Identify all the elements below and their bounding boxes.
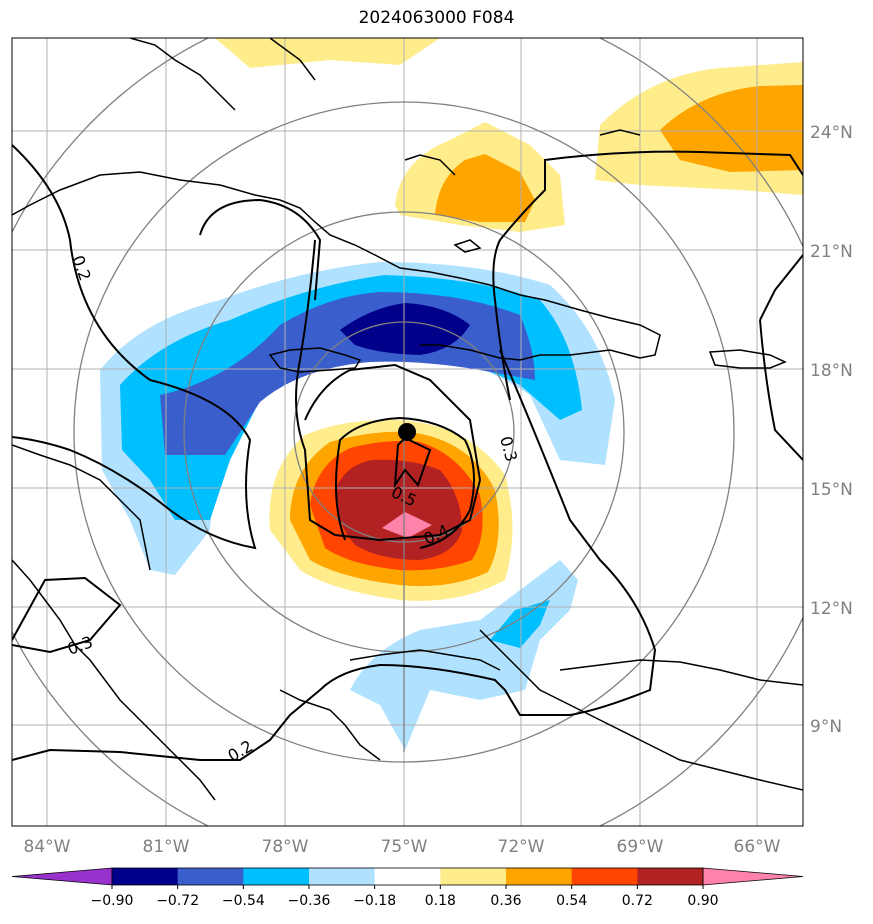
contour-label-east-0-3: 0.3 <box>496 434 521 464</box>
colorbar-tick-label: 0.90 <box>687 893 718 909</box>
lon-label-81w: 81°W <box>143 837 190 857</box>
colorbar-tick-label: 0.36 <box>490 893 521 909</box>
contour-0-3-south <box>12 349 657 761</box>
graticule <box>12 38 803 826</box>
lon-label-84w: 84°W <box>24 837 71 857</box>
contour-0-3-left <box>12 576 122 654</box>
contour-0-3-loop <box>199 198 322 301</box>
positive-anomaly-center-pink <box>382 512 432 538</box>
colorbar-box <box>374 868 441 885</box>
contour-0-5 <box>393 436 432 489</box>
lon-label-78w: 78°W <box>262 837 309 857</box>
colorbar-tick-label: 0.54 <box>556 893 587 909</box>
latitude-labels: 24°N 21°N 18°N 15°N 12°N 9°N <box>810 123 853 737</box>
contour-0-4 <box>335 416 475 549</box>
lat-label-18n: 18°N <box>810 361 853 381</box>
shaded-fields <box>100 38 803 750</box>
positive-anomaly-north <box>215 38 440 68</box>
colorbar-extension-low <box>11 867 113 886</box>
colorbar-tick-label: 0.18 <box>425 893 456 909</box>
contour-label-west: 0.2 <box>68 253 95 283</box>
colorbar-tick-label: −0.36 <box>288 893 331 909</box>
colorbar-box <box>243 868 310 885</box>
coastlines <box>12 38 803 801</box>
positive-anomaly-bahamas-core <box>435 154 535 222</box>
storm-center-marker <box>398 423 416 441</box>
colorbar-tick-label: −0.54 <box>222 893 265 909</box>
contour-label-south-0-2: 0.2 <box>225 736 257 765</box>
contour-lines <box>12 144 803 761</box>
colorbar-box <box>440 868 507 885</box>
contour-0-3-ring <box>295 239 482 542</box>
positive-anomaly-ne-core <box>660 85 803 172</box>
colorbar: −0.90 −0.72 −0.54 −0.36 −0.18 0.18 0.36 0.54 0.7… <box>11 867 804 909</box>
contour-0-3-east <box>492 150 803 401</box>
colorbar-box <box>637 868 704 885</box>
lat-label-9n: 9°N <box>810 717 842 737</box>
lon-label-69w: 69°W <box>617 837 664 857</box>
colorbar-tick-label: −0.18 <box>353 893 396 909</box>
colorbar-box <box>309 868 376 885</box>
colorbar-tick-label: −0.72 <box>156 893 199 909</box>
lat-label-24n: 24°N <box>810 123 853 143</box>
colorbar-tick-label: 0.72 <box>622 893 653 909</box>
colorbar-box <box>177 868 244 885</box>
lat-label-12n: 12°N <box>810 599 853 619</box>
colorbar-box <box>506 868 573 885</box>
lat-label-21n: 21°N <box>810 242 853 262</box>
longitude-labels: 84°W 81°W 78°W 75°W 72°W 69°W 66°W <box>24 837 781 857</box>
lat-label-15n: 15°N <box>810 480 853 500</box>
colorbar-tick-label: −0.90 <box>91 893 134 909</box>
contour-0-2-ne <box>759 254 803 321</box>
colorbar-box <box>112 868 179 885</box>
negative-anomaly-core <box>340 303 470 355</box>
colorbar-extension-high <box>702 867 804 886</box>
contour-0-2-ne2 <box>759 319 803 461</box>
lon-label-66w: 66°W <box>734 837 781 857</box>
colorbar-frame <box>111 867 704 886</box>
contour-0-2-west <box>12 144 257 550</box>
map-title: 2024063000 F084 <box>358 8 515 28</box>
colorbar-box <box>571 868 638 885</box>
map-plot-area: 0.2 0.3 0.5 0.4 0.3 0.2 <box>12 38 803 826</box>
lon-label-75w: 75°W <box>381 837 428 857</box>
negative-anomaly-south-core <box>490 600 550 648</box>
lon-label-72w: 72°W <box>498 837 545 857</box>
map-frame <box>11 37 804 827</box>
